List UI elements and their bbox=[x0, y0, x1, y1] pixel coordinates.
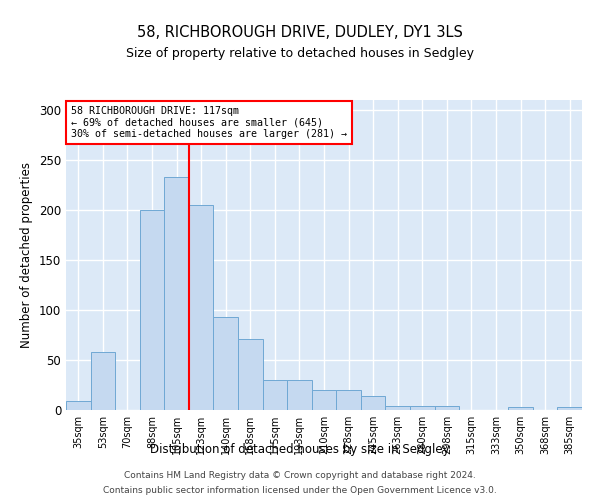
Bar bbox=[189, 205, 214, 410]
Bar bbox=[91, 352, 115, 410]
Bar bbox=[336, 390, 361, 410]
Bar bbox=[140, 210, 164, 410]
Bar bbox=[66, 401, 91, 410]
Bar bbox=[164, 177, 189, 410]
Y-axis label: Number of detached properties: Number of detached properties bbox=[20, 162, 34, 348]
Bar bbox=[238, 339, 263, 410]
Text: Size of property relative to detached houses in Sedgley: Size of property relative to detached ho… bbox=[126, 47, 474, 60]
Bar bbox=[557, 407, 582, 410]
Text: Distribution of detached houses by size in Sedgley: Distribution of detached houses by size … bbox=[150, 442, 450, 456]
Text: Contains public sector information licensed under the Open Government Licence v3: Contains public sector information licen… bbox=[103, 486, 497, 495]
Bar bbox=[385, 406, 410, 410]
Text: 58, RICHBOROUGH DRIVE, DUDLEY, DY1 3LS: 58, RICHBOROUGH DRIVE, DUDLEY, DY1 3LS bbox=[137, 25, 463, 40]
Bar bbox=[287, 380, 312, 410]
Text: Contains HM Land Registry data © Crown copyright and database right 2024.: Contains HM Land Registry data © Crown c… bbox=[124, 471, 476, 480]
Text: 58 RICHBOROUGH DRIVE: 117sqm
← 69% of detached houses are smaller (645)
30% of s: 58 RICHBOROUGH DRIVE: 117sqm ← 69% of de… bbox=[71, 106, 347, 140]
Bar bbox=[508, 407, 533, 410]
Bar bbox=[312, 390, 336, 410]
Bar bbox=[434, 406, 459, 410]
Bar bbox=[361, 396, 385, 410]
Bar bbox=[263, 380, 287, 410]
Bar bbox=[214, 317, 238, 410]
Bar bbox=[410, 406, 434, 410]
